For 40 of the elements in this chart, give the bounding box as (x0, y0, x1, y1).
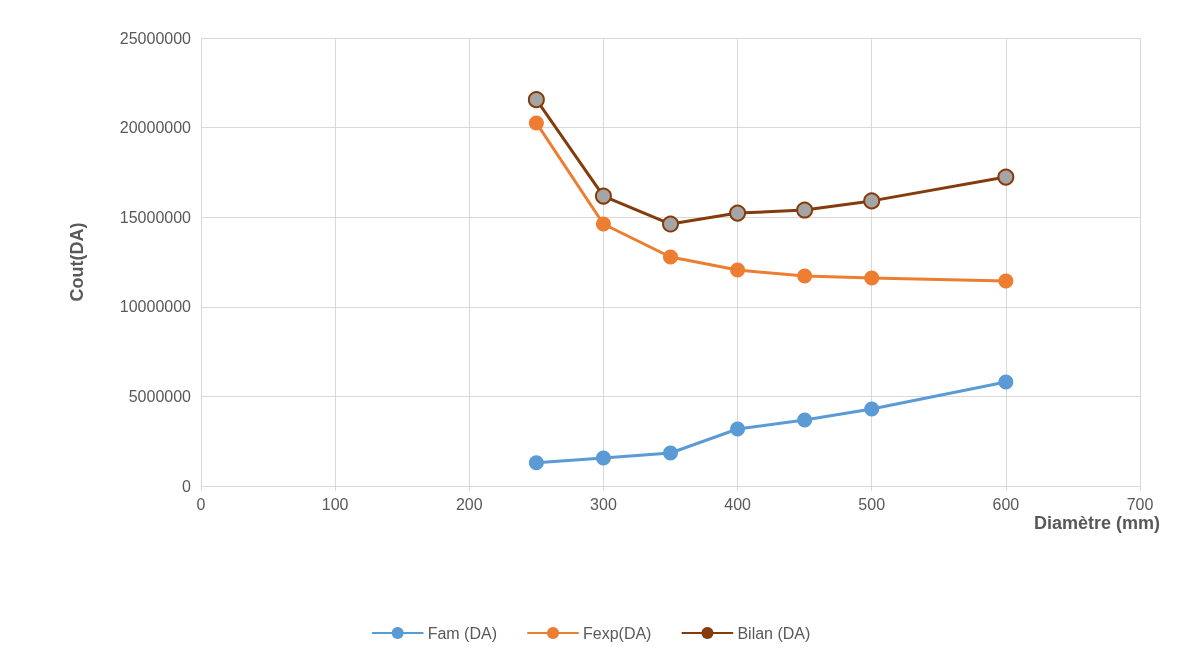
point (729, 204, 747, 222)
x-tick-label: 400 (724, 495, 752, 513)
point (528, 115, 544, 131)
point (864, 270, 880, 286)
y-tick-label: 25000000 (119, 29, 192, 47)
point (595, 216, 611, 232)
y-axis-title: Cout(DA) (67, 222, 87, 302)
point (663, 249, 678, 265)
x-tick-label: 600 (992, 495, 1020, 513)
point (595, 450, 611, 466)
point (527, 91, 545, 109)
y-tick-label: 0 (182, 477, 192, 495)
point (797, 412, 813, 428)
point (998, 273, 1014, 289)
legend-label: Bilan (DA) (737, 624, 811, 642)
x-axis-title: Diamètre (mm) (1033, 513, 1160, 533)
point (997, 168, 1015, 186)
x-tick-label: 0 (196, 495, 206, 513)
point (864, 401, 880, 417)
x-tick-label: 100 (321, 495, 349, 513)
legend-label: Fam (DA) (427, 624, 497, 642)
legend-label: Fexp(DA) (582, 624, 652, 642)
y-tick-label: 20000000 (119, 119, 192, 137)
point (863, 192, 881, 210)
y-tick-label: 15000000 (119, 208, 192, 226)
x-tick-label: 300 (590, 495, 617, 513)
x-tick-label: 500 (858, 495, 886, 513)
point (594, 187, 612, 205)
y-tick-label: 5000000 (128, 387, 192, 405)
point (730, 421, 746, 437)
x-tick-label: 200 (455, 495, 483, 513)
point (797, 268, 813, 284)
point (662, 215, 679, 233)
point (730, 262, 746, 278)
point (998, 374, 1014, 390)
y-tick-label: 10000000 (119, 298, 192, 316)
point (796, 201, 814, 219)
point (663, 445, 678, 461)
point (528, 455, 544, 471)
x-tick-label: 700 (1126, 495, 1154, 513)
